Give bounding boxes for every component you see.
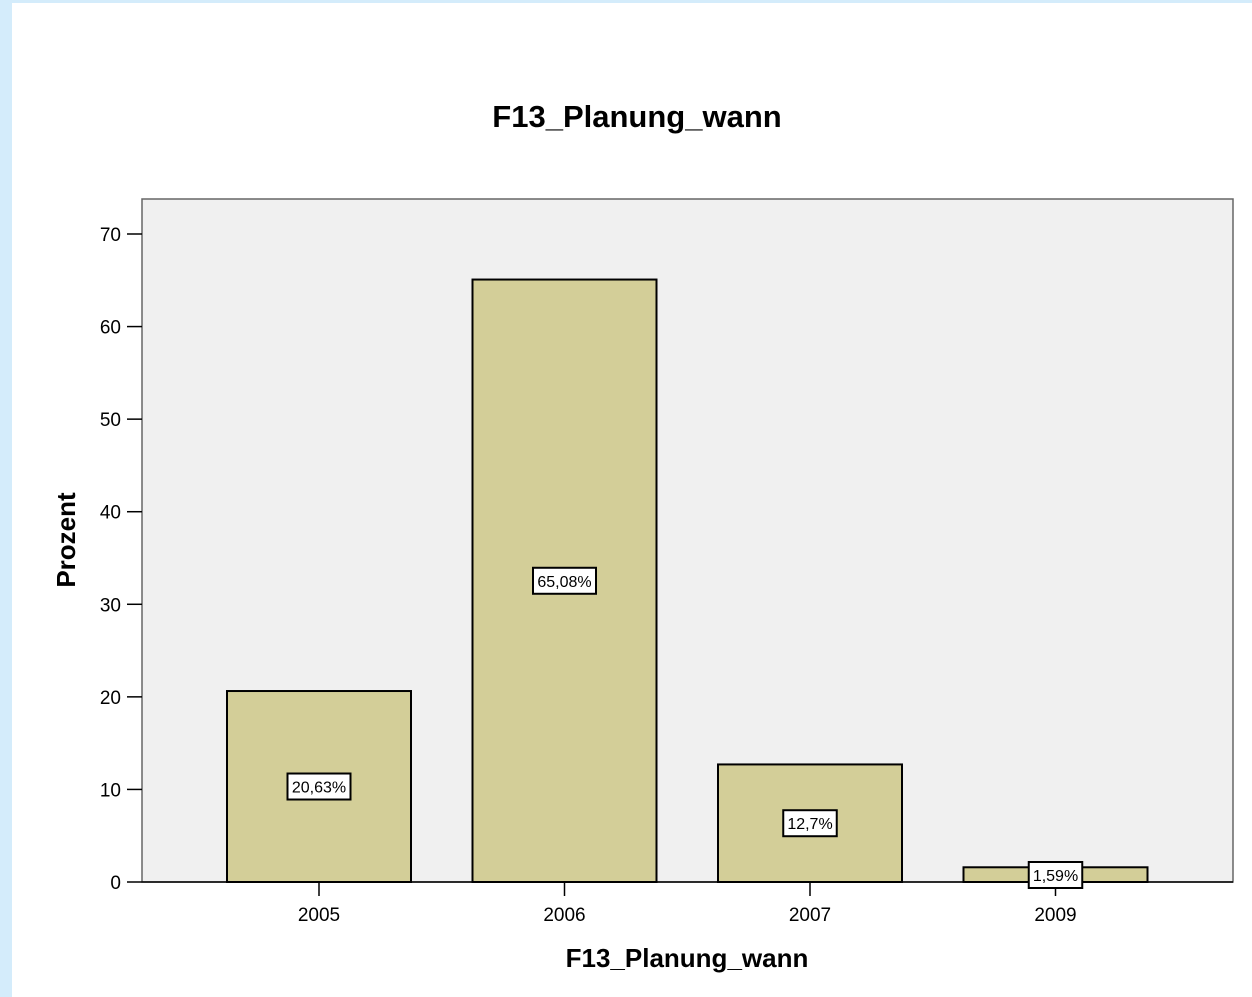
chart-title: F13_Planung_wann	[492, 99, 781, 134]
data-label-box	[532, 566, 597, 595]
data-label: 65,08%	[537, 574, 591, 591]
y-tick-label: 70	[100, 225, 121, 246]
y-axis: 0 10 20 30 40 50 60 70	[100, 225, 142, 894]
y-tick-label: 10	[100, 780, 121, 801]
y-axis-title: Prozent	[51, 492, 81, 588]
x-tick-label: 2007	[789, 905, 831, 926]
data-label: 1,59%	[1033, 868, 1078, 885]
y-tick-label: 60	[100, 318, 121, 339]
x-tick-label: 2009	[1034, 905, 1076, 926]
x-tick-label: 2006	[543, 905, 585, 926]
y-tick-label: 20	[100, 688, 121, 709]
data-labels: 20,63% 65,08% 12,7% 1,59%	[286, 566, 1084, 889]
y-tick-label: 0	[110, 873, 121, 894]
data-label: 12,7%	[787, 816, 832, 833]
x-tick-label: 2005	[298, 905, 340, 926]
x-axis-title: F13_Planung_wann	[566, 943, 809, 973]
y-tick-label: 50	[100, 410, 121, 431]
data-label-box	[286, 772, 352, 801]
data-label-box	[782, 809, 838, 838]
y-tick-label: 30	[100, 595, 121, 616]
data-label-box	[1027, 861, 1084, 889]
y-tick-label: 40	[100, 503, 121, 524]
data-label: 20,63%	[292, 780, 346, 797]
